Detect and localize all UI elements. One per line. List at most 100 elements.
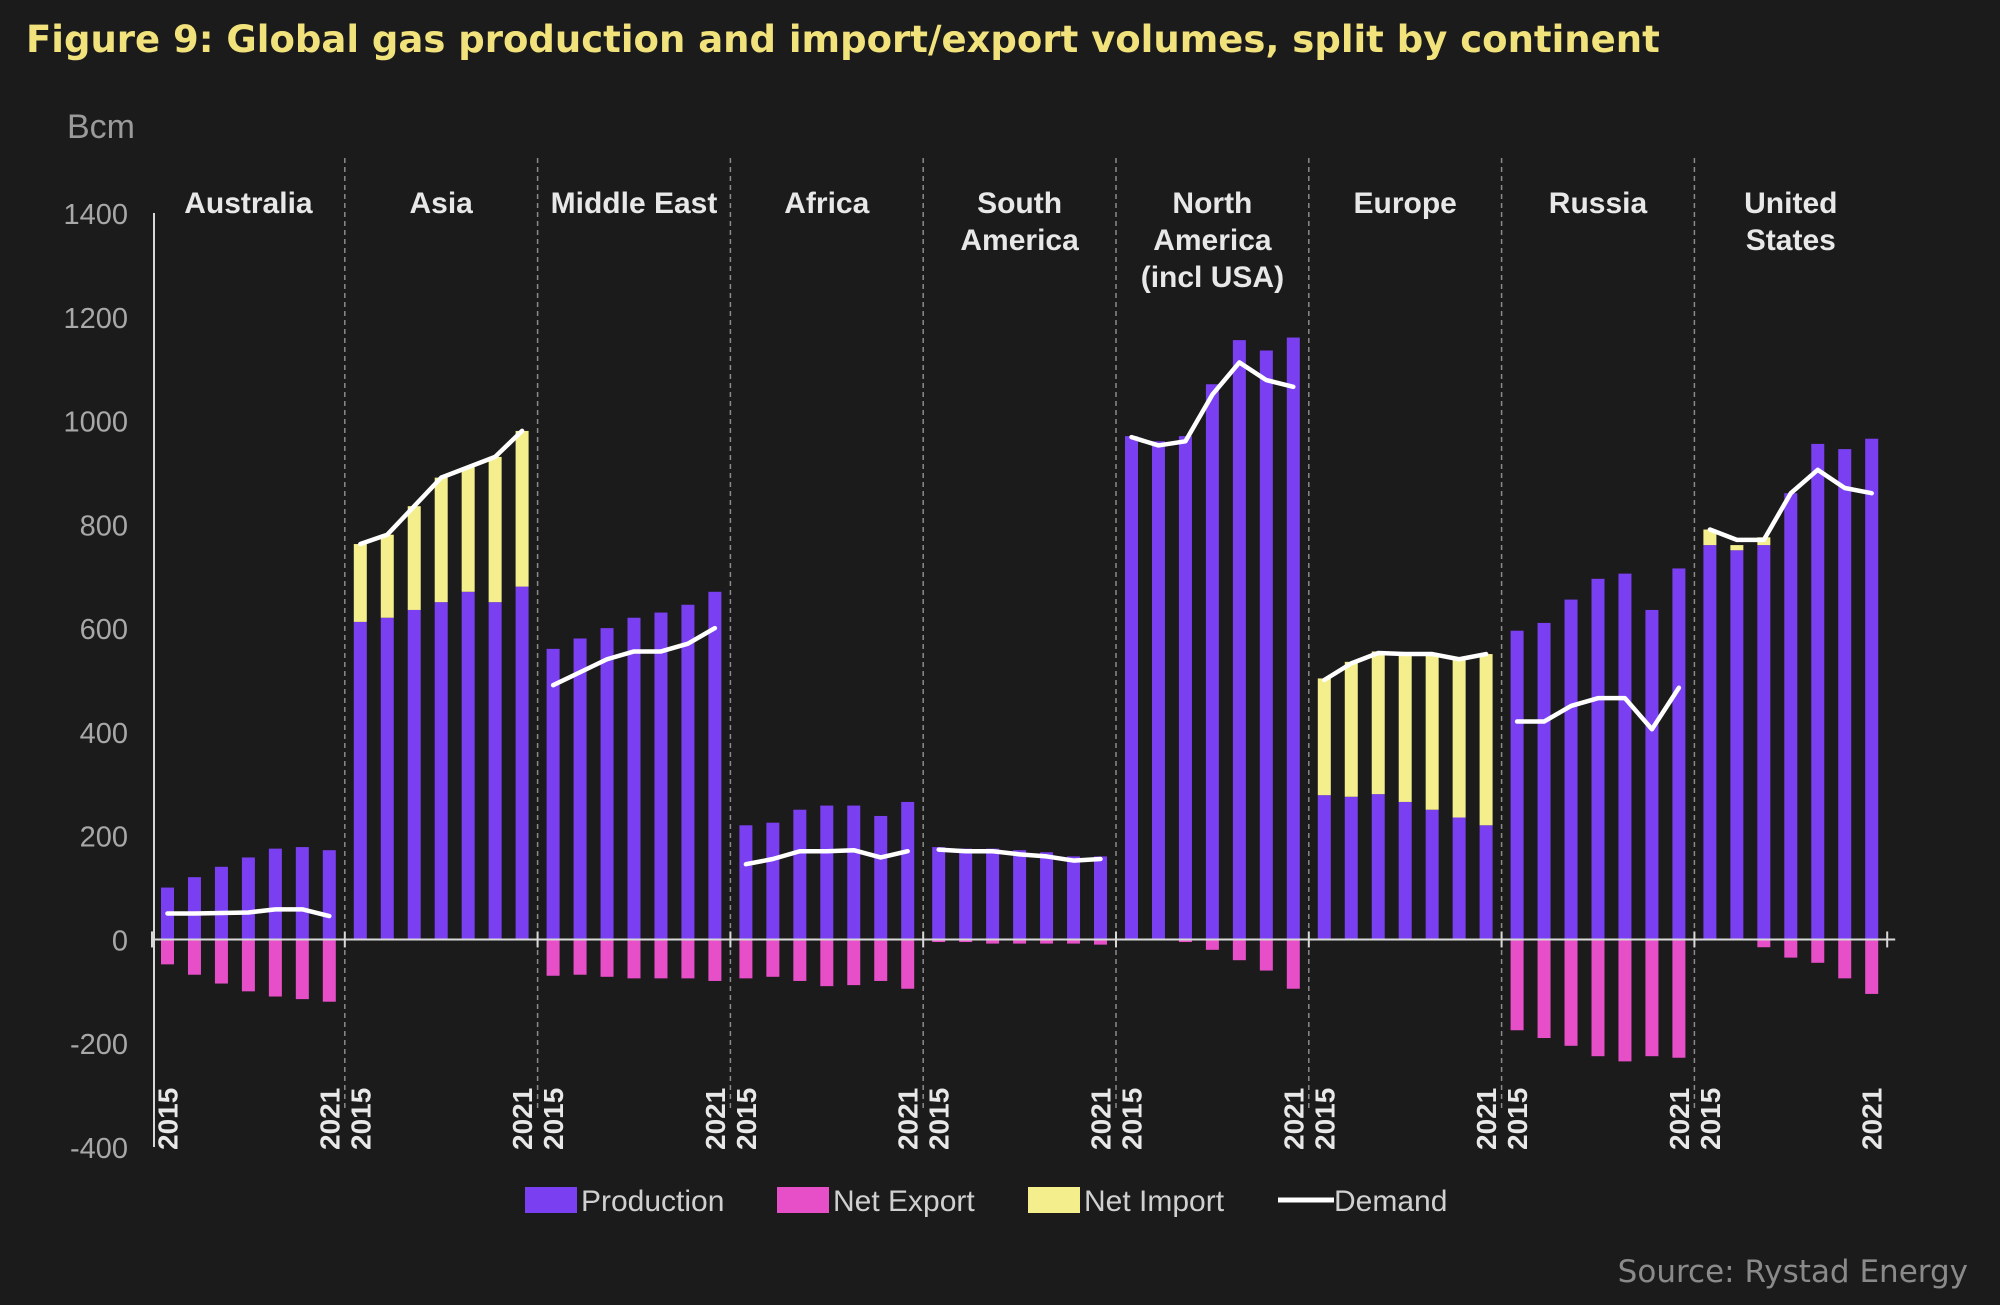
x-tick-label: 2015 <box>1309 1088 1340 1150</box>
production-bar <box>488 602 502 940</box>
group-label: Australia <box>184 187 313 220</box>
group-label: America <box>1153 224 1272 257</box>
net-export-bar <box>214 939 228 984</box>
net-export-bar <box>1645 939 1659 1057</box>
net-export-bar <box>708 939 722 981</box>
x-tick-label: 2021 <box>1664 1088 1695 1150</box>
legend-label: Demand <box>1334 1185 1447 1218</box>
production-bar <box>380 617 394 940</box>
production-bar <box>739 825 753 940</box>
x-tick-label: 2015 <box>538 1088 569 1150</box>
net-import-bar <box>1425 654 1439 810</box>
production-bar <box>901 801 915 940</box>
group-label: Middle East <box>551 187 718 220</box>
net-import-bar <box>515 430 529 587</box>
production-bar <box>353 621 367 940</box>
legend-swatch-production <box>525 1187 577 1213</box>
production-bar <box>1398 801 1412 940</box>
x-tick-label: 2021 <box>314 1088 345 1150</box>
net-import-bar <box>1398 654 1412 802</box>
net-export-bar <box>187 939 201 975</box>
demand-line <box>1322 650 1489 683</box>
net-import-bar <box>1344 661 1358 797</box>
legend-label: Net Export <box>833 1185 975 1218</box>
production-bar <box>1286 337 1300 940</box>
net-export-bar <box>1618 939 1632 1062</box>
net-import-bar <box>353 544 367 622</box>
net-import-bar <box>488 456 502 603</box>
production-bar <box>932 847 946 940</box>
net-import-bar <box>1452 659 1466 818</box>
y-tick-label: 1400 <box>63 199 128 231</box>
production-bar <box>1618 573 1632 940</box>
net-export-bar <box>1205 939 1219 950</box>
net-export-bar <box>1259 939 1273 971</box>
net-import-bar <box>1371 651 1385 795</box>
net-export-bar <box>1094 939 1107 945</box>
x-tick-label: 2015 <box>1695 1088 1726 1150</box>
group-label: Africa <box>784 187 869 220</box>
net-export-bar <box>573 939 587 975</box>
net-export-bar <box>1672 939 1686 1058</box>
net-export-bar <box>241 939 255 992</box>
production-bar <box>1151 441 1165 940</box>
production-bar <box>681 604 695 940</box>
production-bar <box>1564 599 1578 940</box>
production-bar <box>766 822 780 940</box>
legend-label: Net Import <box>1084 1185 1225 1218</box>
demand-line <box>1707 467 1874 543</box>
production-bar <box>1452 817 1466 940</box>
production-bar <box>1371 794 1385 940</box>
chart-title: Figure 9: Global gas production and impo… <box>26 18 1660 61</box>
group-label: North <box>1172 187 1252 220</box>
production-bar <box>1178 436 1192 940</box>
net-export-bar <box>546 939 560 976</box>
net-export-bar <box>766 939 780 977</box>
net-import-bar <box>380 534 394 618</box>
net-export-bar <box>295 939 309 1000</box>
demand-line <box>358 428 525 547</box>
net-export-bar <box>268 939 282 997</box>
net-export-bar <box>1013 939 1027 944</box>
production-bar <box>1344 796 1358 940</box>
y-tick-label: 0 <box>112 925 128 957</box>
production-bar <box>461 591 475 940</box>
x-tick-label: 2021 <box>507 1088 538 1150</box>
y-tick-label: 200 <box>80 822 128 854</box>
net-export-bar <box>901 939 915 989</box>
production-bar <box>1591 578 1605 940</box>
x-tick-label: 2015 <box>345 1088 376 1150</box>
production-bar <box>515 586 529 940</box>
net-export-bar <box>1591 939 1605 1057</box>
y-tick-label: -400 <box>70 1133 128 1165</box>
net-export-bar <box>322 939 336 1002</box>
production-bar <box>1811 443 1825 940</box>
net-export-bar <box>627 939 641 979</box>
production-bar <box>573 638 587 940</box>
production-bar <box>322 850 336 940</box>
production-bar <box>1094 856 1107 940</box>
group-label: America <box>960 224 1079 257</box>
net-export-bar <box>847 939 861 986</box>
net-export-bar <box>1811 939 1825 963</box>
legend-swatch-net-export <box>777 1187 829 1213</box>
legend-label: Production <box>581 1185 724 1218</box>
net-export-bar <box>1067 939 1081 944</box>
y-axis-label: Bcm <box>67 108 135 146</box>
net-export-bar <box>932 939 946 943</box>
net-export-bar <box>874 939 888 981</box>
production-bar <box>187 877 201 940</box>
net-export-bar <box>1232 939 1246 961</box>
production-bar <box>214 866 228 940</box>
x-tick-label: 2015 <box>924 1088 955 1150</box>
net-export-bar <box>959 939 973 943</box>
production-bar <box>654 612 668 940</box>
group-label: Europe <box>1354 187 1457 220</box>
x-tick-label: 2015 <box>1117 1088 1148 1150</box>
net-import-bar <box>434 477 448 603</box>
net-import-bar <box>1703 529 1717 546</box>
y-tick-label: -200 <box>70 1029 128 1061</box>
production-bar <box>1013 850 1027 940</box>
production-bar <box>1232 340 1246 940</box>
production-bar <box>1259 350 1273 940</box>
